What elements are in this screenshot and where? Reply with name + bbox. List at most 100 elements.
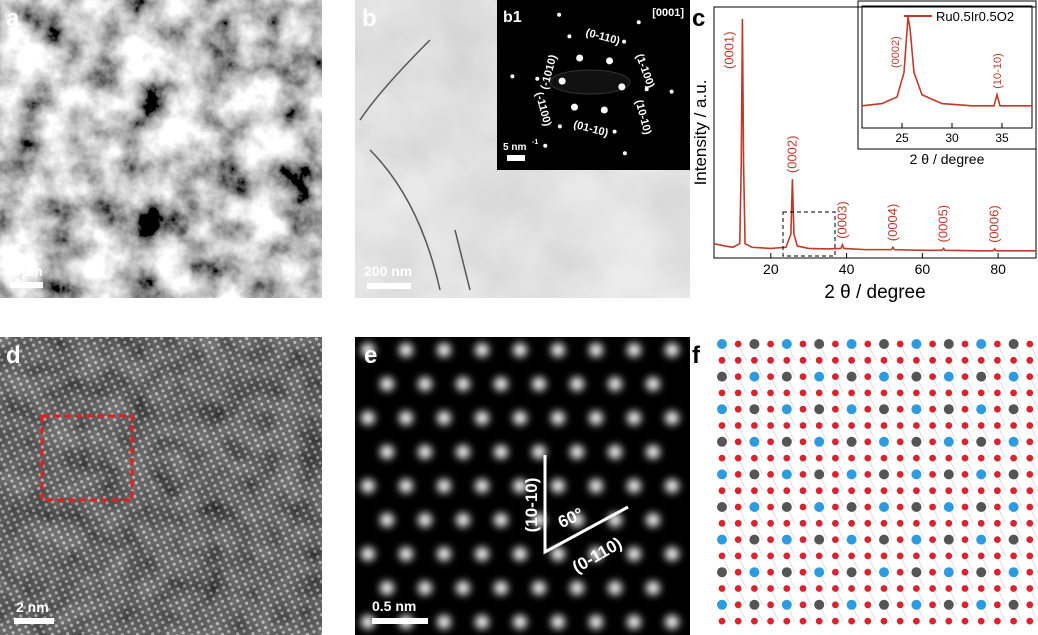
scale-bar-label: 2 μm bbox=[10, 263, 43, 279]
oxygen-atom bbox=[994, 356, 1001, 364]
oxygen-atom bbox=[1026, 373, 1034, 380]
oxygen-atom bbox=[848, 519, 855, 527]
oxygen-atom bbox=[1010, 422, 1017, 429]
oxygen-atom bbox=[799, 471, 807, 478]
atom-column bbox=[551, 615, 565, 629]
oxygen-atom bbox=[880, 389, 888, 397]
zoom-box bbox=[782, 211, 836, 257]
selection-box bbox=[40, 414, 134, 502]
inset-label: b1 bbox=[503, 9, 522, 26]
diffraction-spot bbox=[535, 76, 540, 81]
oxygen-atom bbox=[896, 471, 904, 478]
diffraction-spot bbox=[567, 34, 572, 39]
oxygen-atom bbox=[832, 585, 839, 592]
atom-column bbox=[437, 411, 451, 425]
oxygen-atom bbox=[832, 503, 839, 511]
metal-atom bbox=[1008, 599, 1019, 610]
hrtem-noise bbox=[0, 337, 322, 635]
oxygen-atom bbox=[767, 568, 774, 576]
metal-atom bbox=[781, 502, 792, 512]
direction-lines bbox=[543, 455, 629, 555]
atom-column bbox=[513, 547, 527, 561]
oxygen-atom bbox=[1010, 552, 1017, 560]
oxygen-atom bbox=[718, 617, 726, 625]
oxygen-atom bbox=[880, 487, 888, 495]
oxygen-atom bbox=[864, 373, 872, 380]
x-axis-label: 2 θ / degree bbox=[824, 282, 925, 303]
metal-atom bbox=[814, 436, 825, 447]
metal-atom bbox=[911, 502, 922, 512]
atom-column bbox=[570, 445, 584, 459]
atom-column bbox=[589, 479, 603, 493]
metal-atom bbox=[943, 436, 954, 447]
oxygen-atom bbox=[832, 454, 839, 462]
oxygen-atom bbox=[945, 552, 953, 560]
oxygen-atom bbox=[880, 356, 888, 364]
metal-atom bbox=[846, 534, 857, 545]
metal-atom bbox=[879, 436, 889, 447]
oxygen-atom bbox=[994, 389, 1001, 397]
direction-label: (10-10) bbox=[522, 478, 541, 533]
oxygen-atom bbox=[799, 536, 807, 543]
metal-atom bbox=[814, 404, 825, 415]
metal-atom bbox=[717, 404, 727, 415]
plot-frame bbox=[861, 5, 1033, 129]
metal-atom bbox=[846, 436, 857, 447]
metal-atom bbox=[846, 404, 857, 415]
oxygen-atom bbox=[929, 438, 936, 446]
oxygen-atom bbox=[751, 552, 758, 560]
oxygen-atom bbox=[977, 454, 985, 462]
scale-bar-label: 5 nm bbox=[503, 142, 526, 153]
diffraction-spot bbox=[543, 143, 548, 148]
oxygen-atom bbox=[767, 487, 774, 495]
oxygen-atom bbox=[832, 519, 839, 527]
oxygen-atom bbox=[961, 356, 969, 364]
peak-label: (0004) bbox=[885, 204, 900, 242]
oxygen-atom bbox=[1010, 519, 1017, 527]
oxygen-atom bbox=[994, 471, 1001, 478]
legend-label: Ru0.5Ir0.5O2 bbox=[936, 9, 1014, 24]
metal-atom bbox=[879, 567, 889, 578]
panel-label: e bbox=[364, 342, 377, 369]
diffraction-spot bbox=[618, 83, 626, 91]
metal-atom bbox=[976, 404, 987, 415]
metal-atom bbox=[911, 534, 922, 545]
oxygen-atom bbox=[799, 454, 807, 462]
oxygen-atom bbox=[896, 585, 904, 592]
atom-column bbox=[646, 581, 660, 595]
inset-frame bbox=[857, 0, 1037, 150]
oxygen-atom bbox=[864, 356, 872, 364]
scale-bar bbox=[14, 618, 54, 624]
oxygen-atom bbox=[961, 568, 969, 576]
oxygen-atom bbox=[1026, 487, 1034, 495]
oxygen-atom bbox=[994, 536, 1001, 543]
metal-atom bbox=[911, 599, 922, 610]
oxygen-atom bbox=[718, 389, 726, 397]
oxygen-atom bbox=[864, 503, 872, 511]
metal-atom bbox=[976, 502, 987, 512]
atom-column bbox=[589, 343, 603, 357]
metal-atom bbox=[1008, 404, 1019, 415]
atom-column bbox=[532, 581, 546, 595]
metal-atom bbox=[943, 567, 954, 578]
diffraction-spot bbox=[636, 20, 641, 25]
oxygen-atom bbox=[1026, 552, 1034, 560]
atom-column bbox=[551, 479, 565, 493]
oxygen-atom bbox=[864, 519, 872, 527]
oxygen-atom bbox=[994, 422, 1001, 429]
oxygen-atom bbox=[734, 601, 742, 609]
oxygen-atom bbox=[1026, 503, 1034, 511]
peak-label: (0003) bbox=[834, 201, 849, 239]
atom-column bbox=[646, 377, 660, 391]
atom-column bbox=[665, 547, 679, 561]
oxygen-atom bbox=[832, 405, 839, 413]
oxygen-atom bbox=[929, 568, 936, 576]
oxygen-atom bbox=[1010, 585, 1017, 592]
metal-atom bbox=[846, 567, 857, 578]
metal-atom bbox=[1008, 567, 1019, 578]
metal-atom bbox=[781, 339, 792, 349]
oxygen-atom bbox=[832, 340, 839, 348]
panel-label: a bbox=[6, 5, 20, 32]
panel-label: c bbox=[692, 5, 705, 32]
oxygen-atom bbox=[767, 438, 774, 446]
